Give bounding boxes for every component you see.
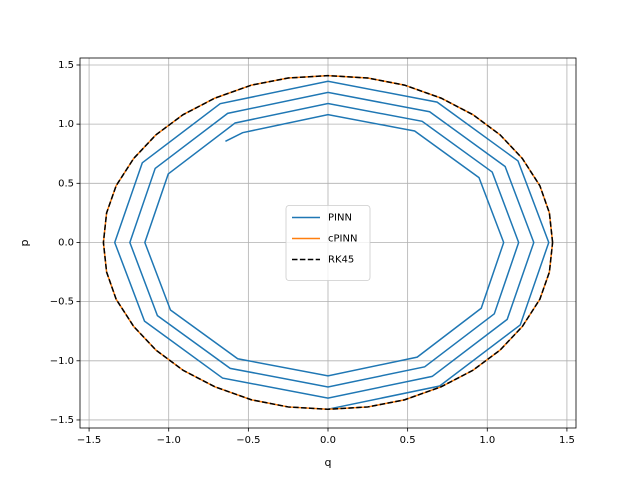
axes-frame <box>79 57 577 429</box>
x-tick-label: 1.0 <box>479 435 495 446</box>
y-tick-label: 0.5 <box>58 178 74 189</box>
x-tick-label: −1.5 <box>77 435 101 446</box>
x-tick-label: 0.0 <box>320 435 336 446</box>
x-tick-label: −1.0 <box>157 435 181 446</box>
series-line <box>102 74 554 411</box>
y-tick-label: 1.5 <box>58 60 74 71</box>
x-axis-label: q <box>325 456 332 469</box>
legend-box <box>285 205 371 281</box>
y-tick-label: −1.0 <box>50 356 74 367</box>
x-tick-label: 0.5 <box>400 435 416 446</box>
series-line <box>113 80 550 410</box>
legend-label: PINN <box>328 213 352 224</box>
x-tick-label: 1.5 <box>559 435 575 446</box>
y-axis-label: p <box>18 239 31 246</box>
y-tick-label: −0.5 <box>50 297 74 308</box>
y-tick-label: 0.0 <box>58 237 74 248</box>
y-tick-label: 1.0 <box>58 119 74 130</box>
legend-label: cPINN <box>328 234 357 245</box>
x-tick-label: −0.5 <box>236 435 260 446</box>
y-tick-label: −1.5 <box>50 415 74 426</box>
legend-label: RK45 <box>328 255 354 266</box>
